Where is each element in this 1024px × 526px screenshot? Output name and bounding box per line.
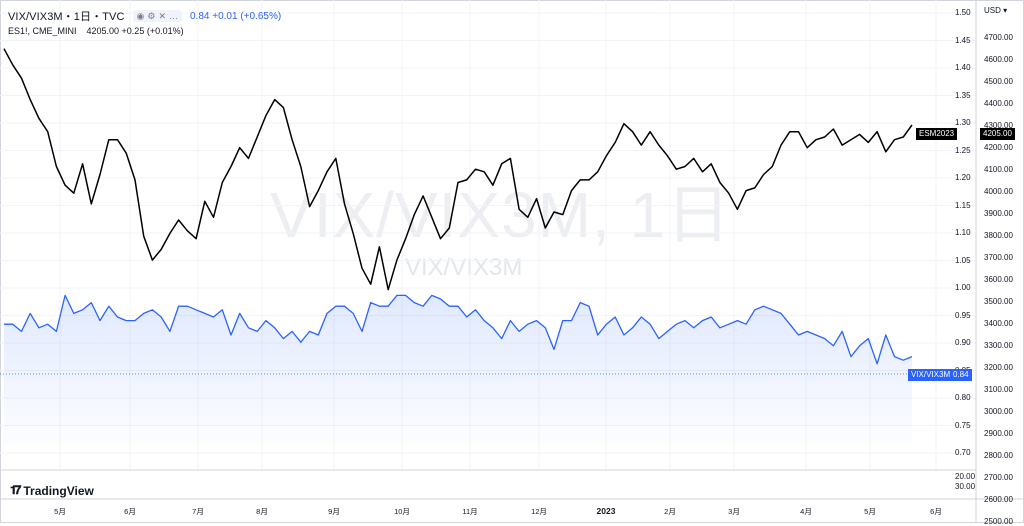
legend-main-symbol[interactable]: VIX/VIX3M・1日・TVC [8, 11, 125, 23]
ratio-tick-label: 1.00 [955, 283, 971, 292]
time-tick-label: 2月 [664, 507, 676, 516]
legend: VIX/VIX3M・1日・TVC ◉ ⚙ ✕ … 0.84 +0.01 (+0.… [8, 8, 281, 38]
ratio-tick-label: 1.45 [955, 35, 971, 45]
ratio-tick-label: 1.20 [955, 173, 971, 182]
price-tick-label: 2600.00 [984, 495, 1013, 504]
price-tick-label: 3900.00 [984, 209, 1013, 218]
chevron-down-icon: ▾ [1003, 6, 1008, 15]
legend-main-value: 0.84 +0.01 (+0.65%) [190, 10, 282, 22]
ratio-tick-label: 0.90 [955, 338, 971, 347]
tradingview-logo-icon: 𝟏𝟕 [10, 483, 21, 497]
ratio-tick-label: 1.40 [955, 63, 971, 72]
time-tick-label: 6月 [930, 507, 942, 516]
time-tick-label: 5月 [54, 507, 66, 516]
price-tick-label: 3700.00 [984, 253, 1013, 262]
ratio-tick-label: 0.70 [955, 448, 971, 457]
price-tick-label: 2900.00 [984, 429, 1013, 438]
ratio-tick-label: 20.00 [955, 472, 976, 481]
price-tick-label: 4100.00 [984, 165, 1013, 174]
vix-price-tag: 0.84 [950, 369, 972, 381]
legend-secondary-row: ES1!, CME_MINI 4205.00 +0.25 (+0.01%) [8, 24, 281, 38]
ratio-tick-label: 0.75 [955, 420, 971, 430]
legend-controls: ◉ ⚙ ✕ … [132, 10, 182, 22]
settings-icon[interactable]: ⚙ [147, 11, 156, 21]
ratio-tick-label: 1.05 [955, 255, 971, 265]
time-tick-label: 8月 [256, 507, 268, 516]
price-tick-label: 3100.00 [984, 385, 1013, 394]
legend-main-row: VIX/VIX3M・1日・TVC ◉ ⚙ ✕ … 0.84 +0.01 (+0.… [8, 8, 281, 24]
currency-label: USD [984, 6, 1001, 15]
time-tick-label: 4月 [800, 507, 812, 516]
time-tick-label: 12月 [531, 507, 547, 516]
time-tick-label: 11月 [462, 507, 478, 516]
time-tick-label: 10月 [394, 507, 410, 516]
price-tick-label: 2500.00 [984, 517, 1013, 526]
ratio-tick-label: 1.50 [955, 8, 971, 17]
price-tick-label: 2700.00 [984, 473, 1013, 482]
tradingview-logo[interactable]: 𝟏𝟕 TradingView [10, 483, 94, 498]
es-series-line [3, 48, 913, 291]
price-tick-label: 4700.00 [984, 33, 1013, 42]
ratio-tick-label: 0.80 [955, 393, 971, 402]
series-layer [3, 48, 913, 445]
price-tick-label: 4300.00 [984, 121, 1013, 130]
price-tick-label: 3400.00 [984, 319, 1013, 328]
currency-selector[interactable]: USD ▾ [984, 6, 1007, 15]
time-tick-label: 9月 [328, 507, 340, 516]
ratio-tick-label: 1.25 [955, 145, 971, 155]
price-tick-label: 3200.00 [984, 363, 1013, 372]
ratio-tick-label: 1.30 [955, 118, 971, 127]
price-tick-label: 4500.00 [984, 77, 1013, 86]
price-tick-label: 3800.00 [984, 231, 1013, 240]
time-tick-label: 6月 [124, 507, 136, 516]
time-tick-label: 7月 [192, 507, 204, 516]
time-tick-label: 2023 [596, 506, 616, 516]
price-tick-label: 3600.00 [984, 275, 1013, 284]
price-tick-label: 3500.00 [984, 297, 1013, 306]
ratio-tick-label: 1.10 [955, 228, 971, 237]
eye-icon[interactable]: ◉ [136, 11, 145, 21]
time-tick-label: 3月 [728, 507, 740, 516]
es-price-tag: 4205.00 [980, 128, 1015, 140]
price-tick-label: 3300.00 [984, 341, 1013, 350]
es-series-tag: ESM2023 [916, 128, 958, 140]
vix-series-tag: VIX/VIX3M [908, 369, 954, 381]
ratio-tick-label: 1.35 [955, 90, 971, 100]
legend-secondary-symbol[interactable]: ES1!, CME_MINI [8, 26, 77, 36]
ratio-tick-label: 0.95 [955, 310, 971, 320]
price-tick-label: 4200.00 [984, 143, 1013, 152]
vix-series-line [4, 294, 913, 365]
tradingview-logo-text: TradingView [23, 483, 94, 498]
vix-area-fill [4, 295, 912, 445]
watermark-title: VIX/VIX3M, 1日 [270, 179, 732, 251]
watermark-subtitle: VIX/VIX3M [405, 254, 523, 281]
time-tick-label: 5月 [864, 507, 876, 516]
price-tick-label: 4000.00 [984, 187, 1013, 196]
close-icon[interactable]: ✕ [158, 11, 166, 21]
ratio-tick-label: 30.00 [955, 482, 976, 491]
ratio-tick-label: 1.15 [955, 200, 971, 210]
legend-secondary-value: 4205.00 +0.25 (+0.01%) [86, 26, 184, 36]
price-tick-label: 3000.00 [984, 407, 1013, 416]
more-icon[interactable]: … [169, 11, 178, 21]
price-tick-label: 2800.00 [984, 451, 1013, 460]
price-tick-label: 4400.00 [984, 99, 1013, 108]
price-tick-label: 4600.00 [984, 55, 1013, 64]
